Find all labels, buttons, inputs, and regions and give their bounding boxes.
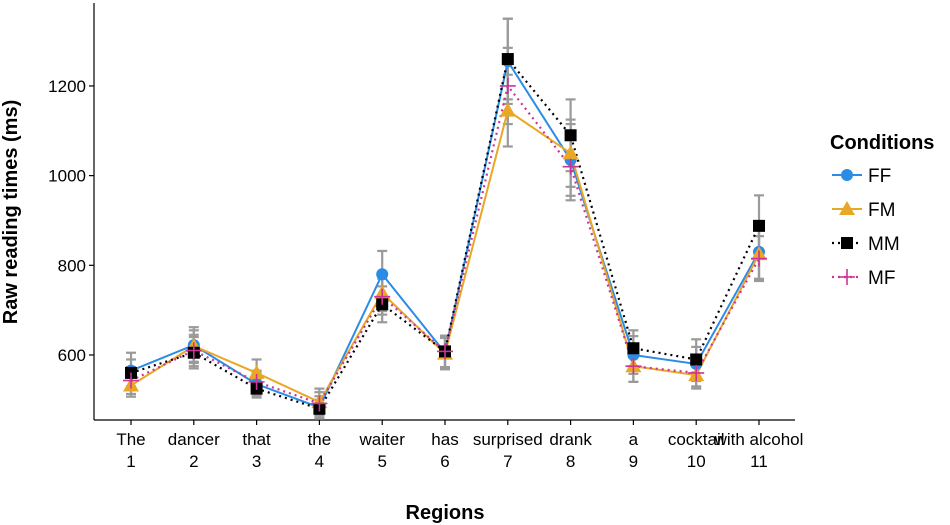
x-tick-label-word: surprised (473, 430, 543, 449)
x-tick-label-word: the (308, 430, 332, 449)
y-tick-label: 1000 (48, 167, 86, 186)
data-point-mm (690, 353, 703, 366)
x-tick-label-word: The (116, 430, 145, 449)
x-tick-label-word: dancer (168, 430, 220, 449)
legend-marker-mf (839, 269, 855, 285)
data-point-ff (376, 268, 389, 281)
data-point-mf (311, 395, 328, 412)
y-axis-title: Raw reading times (ms) (0, 100, 22, 325)
x-tick-label-word: cocktail (668, 430, 725, 449)
data-point-fm (248, 364, 265, 379)
series-line-mm (130, 56, 760, 411)
legend-label-mm: MM (868, 234, 900, 255)
x-tick-label-number: 10 (687, 452, 706, 471)
x-tick-label-number: 2 (189, 452, 198, 471)
y-ticks: 600 800 1000 1200 (48, 77, 94, 365)
y-tick-label: 600 (58, 346, 86, 365)
x-tick-label-number: 11 (750, 452, 768, 471)
data-point-mf (374, 288, 391, 305)
legend-title: Conditions (830, 132, 934, 154)
legend-items: FF FM MM MF (832, 166, 900, 289)
data-point-mf (437, 343, 453, 360)
data-point-mf (562, 158, 579, 175)
data-point-mf (751, 250, 767, 267)
data-point-fm (562, 145, 579, 160)
data-point-mf (499, 77, 516, 94)
x-tick-label-number: 6 (440, 452, 449, 471)
legend-marker-fm (839, 201, 855, 215)
data-point-mf (625, 358, 642, 375)
legend-label-fm: FM (868, 200, 895, 221)
legend-marker-ff (841, 169, 853, 181)
series-markers (123, 53, 767, 415)
data-point-mm (501, 53, 514, 66)
x-tick-label-number: 8 (566, 452, 575, 471)
x-tick-label-word: a (629, 430, 639, 449)
x-tick-label-number: 9 (629, 452, 638, 471)
x-tick-label-word: drank (549, 430, 592, 449)
data-point-mm (564, 129, 577, 142)
x-tick-label-number: 7 (503, 452, 512, 471)
x-tick-label-word: waiter (359, 430, 406, 449)
x-tick-label-word: with alcohol (714, 430, 804, 449)
x-tick-label-number: 3 (252, 452, 261, 471)
data-point-mm (753, 219, 765, 232)
y-tick-label: 1200 (48, 77, 86, 96)
x-axis-title: Regions (406, 502, 485, 524)
data-point-mm (627, 342, 640, 355)
x-tick-label-number: 1 (126, 452, 135, 471)
data-point-mf (688, 364, 705, 381)
data-point-mf (185, 342, 202, 359)
x-tick-label-word: has (431, 430, 458, 449)
legend-label-ff: FF (868, 166, 891, 187)
data-point-fm (499, 102, 516, 117)
data-point-mf (123, 372, 139, 389)
legend-marker-mm (841, 237, 853, 249)
x-tick-label-number: 5 (377, 452, 386, 471)
x-ticks: The 1 dancer 2 that 3 the 4 waiter 5 has 6 surprised… (116, 420, 803, 471)
data-point-mf (248, 373, 265, 390)
x-tick-label-number: 4 (315, 452, 324, 471)
x-tick-label-word: that (242, 430, 271, 449)
legend: Conditions FF FM MM MF (830, 132, 934, 289)
y-tick-label: 800 (58, 256, 86, 275)
legend-label-mf: MF (868, 268, 895, 289)
